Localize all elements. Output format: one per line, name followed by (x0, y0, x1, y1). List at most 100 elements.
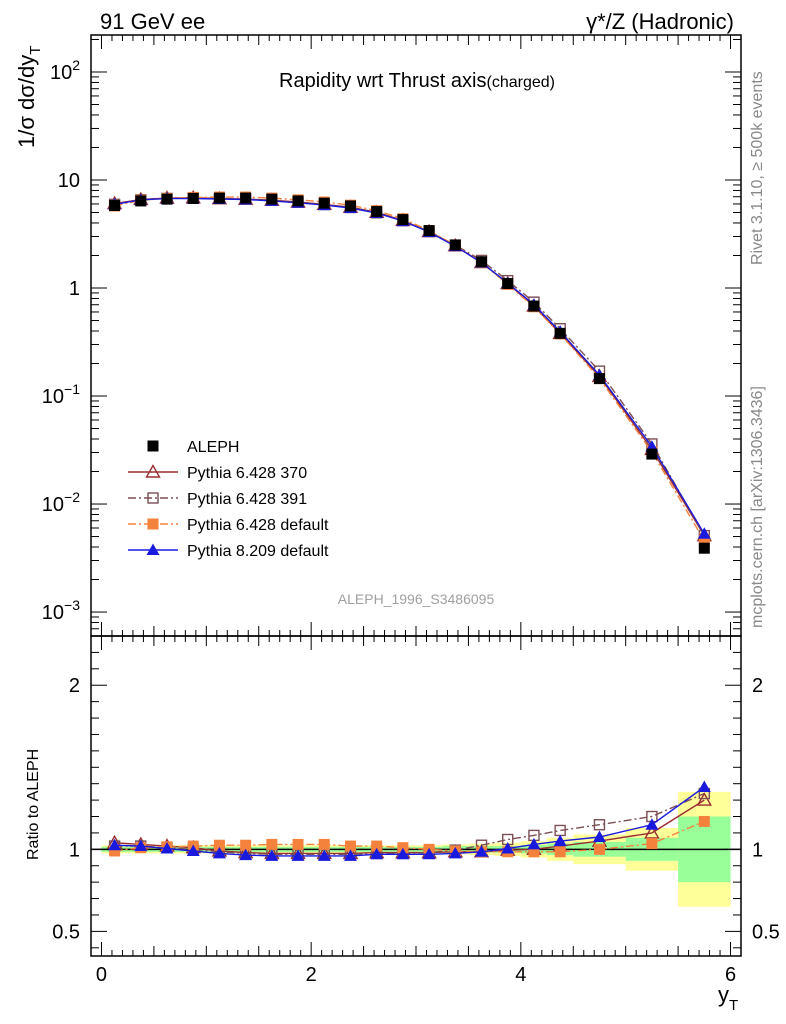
legend-entry-1: Pythia 6.428 370 (128, 464, 307, 482)
series-3-ratio-point-7 (292, 838, 304, 850)
series-4-ratio-point-6 (265, 849, 279, 861)
series-0-point-9 (344, 200, 356, 212)
y-tick-label-5: 102 (50, 57, 80, 84)
series-4-ratio-point-20 (697, 780, 711, 792)
series-3-ratio-point-10 (371, 840, 383, 852)
y-tick-label-2: 10−1 (42, 381, 80, 408)
series-1-ratio-point-20 (696, 792, 713, 806)
header-left-label: 91 GeV ee (100, 9, 205, 34)
x-axis-label: yT (718, 982, 738, 1014)
ratio-y-axis-label: Ratio to ALEPH (25, 749, 42, 860)
series-4-ratio-point-0 (108, 838, 122, 851)
header-right-label: γ*/Z (Hadronic) (586, 9, 734, 34)
legend-entry-4: Pythia 8.209 default (128, 543, 329, 560)
ratio-tick-label-right-2: 2 (752, 675, 763, 697)
x-axis-label-sub: T (729, 997, 738, 1014)
series-2-ratio-point-18 (593, 819, 606, 831)
series-4-ratio-point-13 (448, 846, 462, 859)
series-3-ratio-point-18 (593, 843, 605, 855)
legend-entry-0: ALEPH (147, 439, 239, 456)
y-tick-label-0: 10−3 (42, 597, 80, 624)
legend-label-4: Pythia 8.209 default (187, 543, 329, 560)
legend-label-1: Pythia 6.428 370 (187, 465, 307, 482)
series-1-ratio-point-19 (644, 825, 660, 839)
data-series (106, 189, 713, 861)
series-0-point-8 (318, 197, 330, 209)
series-0-point-15 (502, 278, 514, 290)
series-3-ratio-point-19 (646, 838, 658, 850)
series-4-ratio-point-3 (186, 844, 200, 856)
series-4-main-line (114, 197, 705, 535)
legend-marker-3 (147, 518, 159, 530)
axes: 0 2 4 6 10−3 10−2 10−1 1 10 102 0.5 0.5 1 1 2 2 (42, 34, 780, 986)
series-4-ratio-point-18 (592, 830, 606, 843)
y-axis-label-main: 1/σ dσ/dy (14, 55, 39, 148)
series-3-ratio-point-0 (109, 845, 121, 857)
y-tick-label-1: 10−2 (42, 489, 80, 516)
series-3-point-20 (698, 534, 710, 546)
series-4-ratio-point-1 (134, 839, 148, 852)
series-0-point-7 (292, 195, 304, 207)
y-axis-label-sub: T (27, 46, 44, 55)
series-0-point-0 (109, 200, 121, 212)
x-tick-label-3: 6 (725, 964, 736, 986)
rivet-version-label: Rivet 3.1.10, ≥ 500k events (749, 71, 766, 265)
series-4-ratio-point-12 (422, 847, 436, 860)
chart-title-main: Rapidity wrt Thrust axis (279, 70, 486, 92)
ratio-tick-label-left-0: 0.5 (52, 921, 80, 943)
legend-label-0: ALEPH (187, 439, 239, 456)
series-4-ratio-point-2 (160, 842, 174, 854)
analysis-watermark: ALEPH_1996_S3486095 (338, 591, 495, 607)
ratio-tick-label-left-1: 1 (69, 839, 80, 861)
legend-label-2: Pythia 6.428 391 (187, 491, 307, 508)
legend: ALEPH Pythia 6.428 370 Pythia 6.428 391 Pyt… (128, 439, 329, 560)
series-0-point-4 (213, 192, 225, 204)
series-0-point-18 (593, 373, 605, 385)
series-0 (109, 192, 710, 554)
series-0-point-11 (397, 214, 409, 226)
series-3-ratio-point-5 (240, 839, 252, 851)
series-0-point-17 (554, 327, 566, 339)
series-0-point-2 (161, 193, 173, 205)
y-axis-label: 1/σ dσ/dyT (14, 46, 44, 148)
series-4-ratio-point-7 (291, 849, 305, 861)
chart-title-suffix: (charged) (487, 74, 555, 91)
chart-title: Rapidity wrt Thrust axis(charged) (279, 70, 555, 92)
series-0-point-13 (449, 239, 461, 251)
legend-entry-2: Pythia 6.428 391 (128, 491, 307, 508)
ratio-tick-label-left-2: 2 (69, 675, 80, 697)
series-4-ratio-point-17 (553, 834, 567, 847)
legend-marker-1 (145, 464, 161, 478)
series-4-ratio-point-10 (370, 847, 384, 860)
ratio-tick-label-right-1: 1 (752, 839, 763, 861)
series-3-ratio-point-6 (266, 838, 278, 850)
series-0-point-12 (423, 225, 435, 237)
series-1-main-line (114, 196, 705, 536)
series-0-point-20 (698, 542, 710, 554)
y-tick-label-3: 1 (69, 278, 80, 300)
series-0-point-16 (528, 300, 540, 312)
series-3-ratio-point-11 (397, 842, 409, 854)
series-4-ratio-point-5 (239, 848, 253, 861)
mcplots-label: mcplots.cern.ch [arXiv:1306.3436] (749, 386, 766, 628)
legend-marker-2 (147, 492, 159, 504)
legend-label-3: Pythia 6.428 default (187, 517, 329, 534)
series-3-ratio-point-8 (318, 838, 330, 850)
series-4-point-20 (697, 527, 711, 539)
series-0-point-10 (371, 206, 383, 218)
series-4-ratio-point-15 (501, 842, 515, 854)
series-3-ratio-point-20 (698, 815, 710, 827)
series-4-ratio-point-4 (212, 846, 226, 859)
series-0-point-5 (240, 192, 252, 204)
series-2-main-line (114, 197, 705, 536)
series-3-ratio-point-16 (528, 846, 540, 858)
series-4-ratio-point-14 (475, 845, 489, 857)
ratio-plot-frame (90, 635, 742, 957)
x-tick-label-1: 2 (306, 964, 317, 986)
series-4-ratio-point-19 (645, 818, 659, 830)
series-3-ratio-point-4 (213, 839, 225, 851)
series-0-point-14 (476, 256, 488, 268)
series-3-main-line (114, 196, 705, 541)
series-4-ratio-point-16 (527, 837, 541, 850)
series-3-ratio-point-17 (554, 846, 566, 858)
